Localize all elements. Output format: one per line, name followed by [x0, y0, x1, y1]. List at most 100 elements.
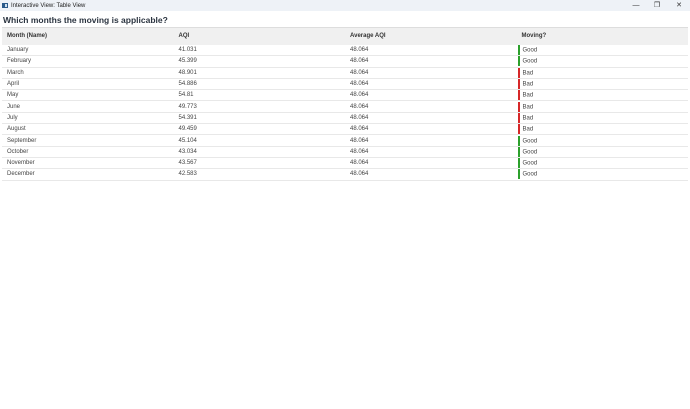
status-bar	[517, 67, 520, 78]
table-cell: December	[2, 168, 174, 181]
cell-text: 45.399	[178, 58, 197, 65]
status-bar	[517, 146, 520, 157]
status-bar	[517, 169, 520, 180]
table-cell: Bad	[516, 123, 688, 136]
table-cell: 54.886	[173, 78, 345, 91]
status-bar	[517, 101, 520, 112]
table-row[interactable]: December 42.583 48.064 Good	[2, 168, 688, 181]
table-cell: Good	[516, 55, 688, 68]
column-header[interactable]: Moving?	[516, 27, 688, 45]
cell-text: Bad	[522, 104, 534, 111]
cell-text: 48.064	[350, 69, 369, 76]
column-header[interactable]: Average AQI	[345, 27, 517, 45]
status-bar	[517, 124, 520, 135]
table-cell: Bad	[516, 78, 688, 91]
table-cell: 43.034	[173, 146, 345, 158]
cell-text: 42.583	[178, 171, 197, 178]
cell-text: 49.773	[178, 103, 197, 110]
cell-text: Good	[522, 47, 538, 54]
table-cell: May	[2, 89, 174, 102]
cell-text: 54.886	[178, 81, 197, 88]
table-cell: 54.391	[173, 112, 345, 125]
cell-text: Good	[522, 138, 538, 145]
table-row[interactable]: March 48.901 48.064 Bad	[2, 67, 688, 79]
table-row[interactable]: May 54.81 48.064 Bad	[2, 89, 688, 102]
table-cell: Good	[516, 146, 688, 158]
restore-icon[interactable]: ❐	[653, 2, 661, 9]
cell-text: 48.064	[350, 46, 369, 53]
table-cell: 48.064	[345, 78, 517, 91]
table-cell: November	[2, 157, 174, 170]
status-bar	[517, 44, 520, 55]
cell-text: February	[7, 58, 32, 65]
table-cell: October	[2, 146, 174, 158]
table-row[interactable]: August 49.459 48.064 Bad	[2, 123, 688, 136]
table-cell: 45.399	[173, 55, 345, 68]
table-cell: Bad	[516, 89, 688, 102]
table-cell: Bad	[516, 112, 688, 125]
cell-text: August	[7, 126, 26, 133]
cell-text: April	[7, 81, 20, 88]
table-row[interactable]: October 43.034 48.064 Good	[2, 146, 688, 158]
table-cell: 43.567	[173, 157, 345, 170]
table-cell: February	[2, 55, 174, 68]
cell-text: Bad	[522, 126, 534, 133]
table-cell: 49.459	[173, 123, 345, 136]
status-bar	[517, 112, 520, 123]
table-row[interactable]: November 43.567 48.064 Good	[2, 157, 688, 170]
cell-text: Bad	[522, 70, 534, 77]
status-bar	[517, 158, 520, 169]
cell-text: Bad	[522, 92, 534, 99]
close-icon[interactable]: ✕	[676, 2, 682, 9]
app-icon	[2, 3, 8, 8]
table-cell: 48.064	[345, 112, 517, 125]
table-cell: 48.064	[345, 157, 517, 170]
cell-text: July	[7, 114, 18, 121]
cell-text: 48.064	[350, 92, 369, 99]
table-cell: January	[2, 44, 174, 57]
table-row[interactable]: June 49.773 48.064 Bad	[2, 100, 688, 113]
title-bar: Interactive View: Table View	[0, 0, 690, 11]
table-cell: 54.81	[173, 89, 345, 102]
table-row[interactable]: July 54.391 48.064 Bad	[2, 112, 688, 125]
table-cell: 48.064	[345, 89, 517, 102]
header-row: Month (Name) AQI Average AQI Moving?	[2, 27, 688, 45]
column-header[interactable]: AQI	[173, 27, 345, 45]
table-cell: 48.064	[345, 146, 517, 158]
cell-text: Bad	[522, 81, 534, 88]
cell-text: October	[7, 148, 29, 155]
table-cell: Good	[516, 157, 688, 170]
cell-text: June	[7, 103, 21, 110]
cell-text: 54.391	[178, 114, 197, 121]
cell-text: Good	[522, 149, 538, 156]
table-row[interactable]: February 45.399 48.064 Good	[2, 55, 688, 68]
table-cell: March	[2, 67, 174, 79]
table-row[interactable]: April 54.886 48.064 Bad	[2, 78, 688, 91]
cell-text: 48.064	[350, 137, 369, 144]
cell-text: Good	[522, 59, 538, 66]
cell-text: Good	[522, 171, 538, 178]
table-cell: 41.031	[173, 44, 345, 57]
status-bar	[517, 90, 520, 101]
column-header[interactable]: Month (Name)	[2, 27, 174, 45]
table-cell: 48.064	[345, 134, 517, 147]
table-cell: April	[2, 78, 174, 91]
table-cell: June	[2, 100, 174, 113]
cell-text: 49.459	[178, 126, 197, 133]
table-row[interactable]: January 41.031 48.064 Good	[2, 44, 688, 57]
minimize-icon[interactable]: —	[632, 2, 640, 9]
cell-text: 43.567	[178, 160, 197, 167]
cell-text: 48.064	[350, 148, 369, 155]
table-cell: 49.773	[173, 100, 345, 113]
table-cell: 48.064	[345, 123, 517, 136]
cell-text: 48.064	[350, 126, 369, 133]
window-title: Interactive View: Table View	[11, 2, 86, 9]
table-cell: Good	[516, 168, 688, 181]
table-row[interactable]: September 45.104 48.064 Good	[2, 134, 688, 147]
cell-text: 48.064	[350, 114, 369, 121]
data-table: Month (Name) AQI Average AQI Moving? Januar…	[2, 27, 688, 181]
cell-text: March	[7, 69, 24, 76]
table-cell: 48.064	[345, 44, 517, 57]
table-cell: Bad	[516, 100, 688, 113]
cell-text: 41.031	[178, 46, 197, 53]
